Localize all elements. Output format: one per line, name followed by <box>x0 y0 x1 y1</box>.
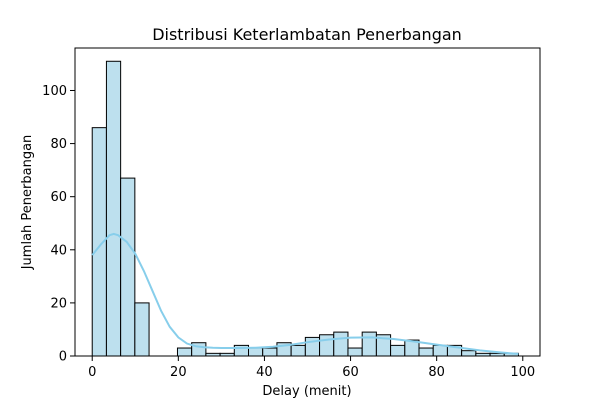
x-tick-label: 20 <box>170 365 187 380</box>
x-tick-label: 100 <box>510 365 535 380</box>
histogram-bar <box>105 60 122 357</box>
histogram-bar <box>347 347 363 357</box>
histogram-bar <box>390 344 406 357</box>
histogram-bar <box>176 347 193 357</box>
histogram-bar <box>319 334 335 357</box>
histogram-bar <box>248 347 264 357</box>
histogram-bar <box>290 344 306 357</box>
y-tick-label: 100 <box>42 84 67 99</box>
chart-title: Distribusi Keterlambatan Penerbangan <box>152 25 462 44</box>
y-axis-ticks: 0 20 40 60 80 100 <box>42 84 75 365</box>
histogram-bar <box>134 302 150 357</box>
y-tick-label: 40 <box>50 243 67 258</box>
y-axis-label: Jumlah Penerbangan <box>20 135 35 271</box>
y-tick-label: 0 <box>59 350 67 365</box>
histogram-bar <box>262 347 278 357</box>
histogram-bar <box>120 177 136 357</box>
y-tick-label: 60 <box>50 190 67 205</box>
histogram-bar <box>333 331 349 357</box>
histogram-bar <box>361 331 377 357</box>
x-axis-ticks: 0 20 40 60 80 100 <box>88 356 535 380</box>
y-tick-label: 80 <box>50 137 67 152</box>
x-tick-label: 0 <box>88 365 96 380</box>
x-axis-label: Delay (menit) <box>262 384 351 399</box>
x-tick-label: 60 <box>342 365 359 380</box>
y-tick-label: 20 <box>50 296 67 311</box>
x-tick-label: 80 <box>428 365 445 380</box>
x-tick-label: 40 <box>256 365 273 380</box>
histogram-bar <box>418 347 434 357</box>
histogram-bar <box>432 344 448 357</box>
histogram-bar <box>461 350 477 357</box>
plot-frame <box>74 47 541 357</box>
kde-curve <box>91 232 519 355</box>
